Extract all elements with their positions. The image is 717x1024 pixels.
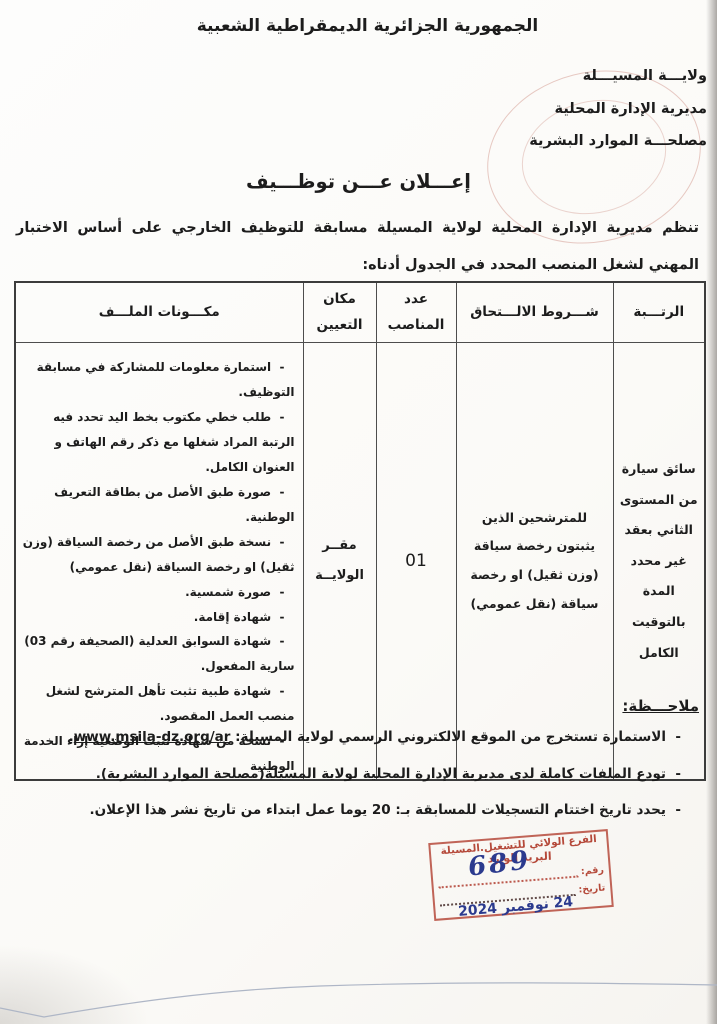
list-item: شهادة إقامة.: [22, 605, 295, 630]
list-item: استمارة معلومات للمشاركة في مسابقة التوظ…: [22, 355, 295, 405]
letterhead-service: مصلحـــة الموارد البشرية: [529, 133, 707, 150]
note-item-form-download: الاستمارة تستخرج من الموقع الالكتروني ال…: [16, 727, 681, 749]
list-item: شهادة طبية تثبت تأهل المترشح لشغل منصب ا…: [22, 679, 295, 729]
note-item-deadline: يحدد تاريخ اختتام التسجيلات للمسابقة بـ:…: [16, 800, 681, 822]
col-header-file: مكـــونات الملـــف: [14, 281, 304, 343]
cell-location: مقــر الولايــة: [302, 342, 377, 781]
recruitment-table: الرتـــبة شـــروط الالـــتحاق عدد المناص…: [14, 281, 706, 782]
intro-paragraph: تنظم مديرية الإدارة المحلية لولاية المسي…: [16, 220, 699, 273]
scan-edge-shadow-right: [706, 0, 717, 1024]
stamp-number-label: رقم:: [580, 864, 605, 878]
list-item: صورة طبق الأصل من بطاقة التعريف الوطنية.: [22, 480, 294, 530]
cell-positions-count: 01: [375, 342, 457, 781]
website-url: www.msila-dz.org/ar: [73, 729, 231, 745]
paper-fold-line: [0, 982, 717, 1018]
letterhead-directorate: مديرية الإدارة المحلية: [554, 100, 707, 117]
notes-label: ملاحـــظة:: [622, 697, 699, 715]
file-components-list: استمارة معلومات للمشاركة في مسابقة التوظ…: [22, 355, 295, 779]
stamp-date-label: تاريخ:: [578, 882, 606, 896]
cell-rank: سائق سيارة من المستوى الثاني بعقد غير مح…: [612, 342, 706, 781]
cell-conditions: للمترشحين الذين يثبتون رخصة سياقة (وزن ث…: [455, 342, 614, 781]
table-header-row: الرتـــبة شـــروط الالـــتحاق عدد المناص…: [14, 281, 706, 343]
col-header-rank: الرتـــبة: [612, 281, 706, 343]
republic-title: الجمهورية الجزائرية الديمقراطية الشعبية: [196, 16, 539, 36]
table-row: سائق سيارة من المستوى الثاني بعقد غير مح…: [14, 342, 706, 781]
col-header-location: مكان التعيين: [302, 281, 377, 343]
notes-section: ملاحـــظة: الاستمارة تستخرج من الموقع ال…: [16, 696, 699, 837]
list-item: صورة شمسية.: [22, 580, 295, 605]
letterhead-wilaya: ولايـــة المسيـــلة: [582, 68, 707, 84]
letterhead: ولايـــة المسيـــلة مديرية الإدارة المحل…: [529, 60, 707, 158]
list-item: طلب خطي مكتوب بخط اليد تحدد فيه الرتبة ا…: [22, 405, 294, 480]
announcement-title: إعـــلان عـــن توظـــيف: [246, 170, 471, 193]
note-period: .: [68, 729, 74, 745]
list-item: نسخة طبق الأصل من رخصة السياقة (وزن ثقيل…: [22, 530, 295, 580]
cell-file-components: استمارة معلومات للمشاركة في مسابقة التوظ…: [14, 342, 304, 781]
note-item-file-deposit: تودع الملفات كاملة لدى مديرية الإدارة ال…: [16, 764, 681, 786]
note-text: الاستمارة تستخرج من الموقع الالكتروني ال…: [230, 729, 666, 745]
col-header-positions: عدد المناصب: [375, 281, 457, 343]
list-item: شهادة السوابق العدلية (الصحيفة رقم 03) س…: [22, 629, 294, 679]
scan-edge-shadow-bottom-left: [0, 944, 150, 1024]
col-header-conditions: شـــروط الالـــتحاق: [455, 281, 614, 343]
